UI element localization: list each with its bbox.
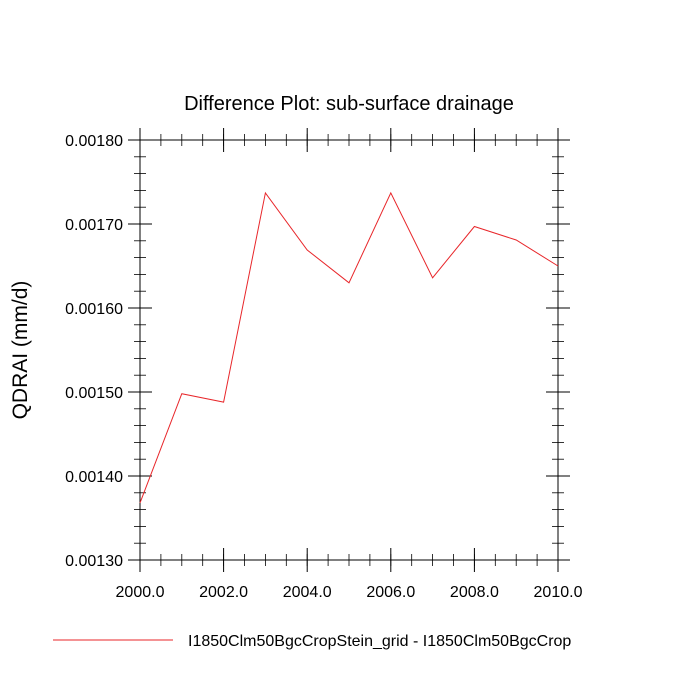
y-tick-label: 0.00140: [65, 469, 123, 486]
y-tick-label: 0.00170: [65, 217, 123, 234]
x-tick-label: 2004.0: [283, 584, 332, 601]
x-tick-label: 2002.0: [199, 584, 248, 601]
legend: I1850Clm50BgcCropStein_grid - I1850Clm50…: [53, 633, 571, 650]
x-tick-label: 2008.0: [450, 584, 499, 601]
chart-title: Difference Plot: sub-surface drainage: [184, 93, 514, 115]
plot-area: 0.00130 0.00140 0.00150 0.00160 0.00170 0.001…: [65, 128, 583, 601]
y-tick-label: 0.00180: [65, 133, 123, 150]
y-axis-label: QDRAI (mm/d): [9, 281, 32, 420]
series-line: [139, 191, 559, 504]
x-tick-label: 2010.0: [534, 584, 583, 601]
legend-entry-label: I1850Clm50BgcCropStein_grid - I1850Clm50…: [188, 633, 571, 650]
x-tick-label: 2006.0: [366, 584, 415, 601]
plot-frame: [139, 139, 559, 561]
y-tick-label: 0.00150: [65, 385, 123, 402]
y-tick-label: 0.00130: [65, 553, 123, 570]
y-tick-label: 0.00160: [65, 301, 123, 318]
x-tick-label: 2000.0: [116, 584, 165, 601]
